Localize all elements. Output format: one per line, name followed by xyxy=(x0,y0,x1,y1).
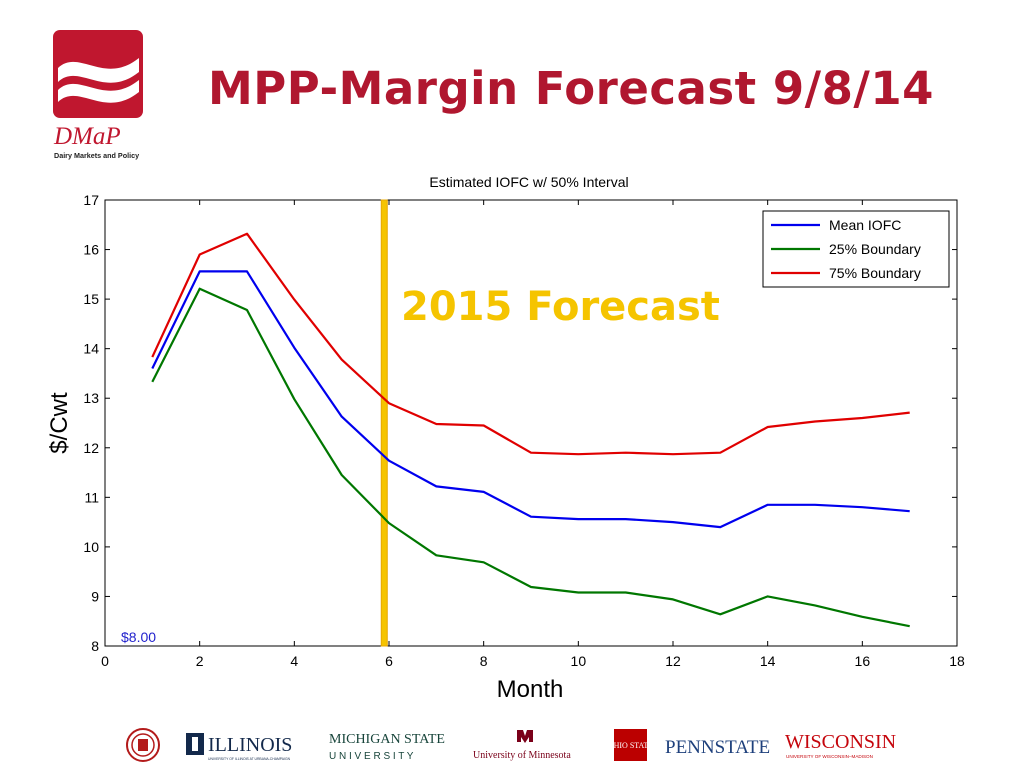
tick-labels: 0 2 4 6 8 10 12 14 16 18 8 9 10 11 12 13 14 15 16 17 xyxy=(83,192,965,669)
chart-legend: Mean IOFC 25% Boundary 75% Boundary xyxy=(762,210,950,288)
pennstate-text: PENNSTATE xyxy=(665,737,770,758)
x-tick-label: 16 xyxy=(855,653,871,669)
forecast-divider-bar xyxy=(380,199,388,647)
forecast-annotation: 2015 Forecast xyxy=(401,284,720,330)
msu-sub: U N I V E R S I T Y xyxy=(329,751,414,762)
y-tick-label: 10 xyxy=(83,539,99,555)
wisconsin-text: WISCONSIN xyxy=(785,731,896,753)
msu-text: MICHIGAN STATE xyxy=(329,732,445,747)
x-tick-label: 8 xyxy=(480,653,488,669)
illinois-logo: ILLINOIS UNIVERSITY OF ILLINOIS AT URBAN… xyxy=(186,726,306,764)
legend-label: 75% Boundary xyxy=(829,265,921,281)
ohio-state-text: OHIO STATE xyxy=(613,741,649,750)
legend-label: Mean IOFC xyxy=(829,217,901,233)
x-tick-label: 4 xyxy=(290,653,298,669)
x-tick-label: 14 xyxy=(760,653,776,669)
chart-title: Estimated IOFC w/ 50% Interval xyxy=(429,174,628,190)
x-tick-label: 10 xyxy=(571,653,587,669)
legend-label: 25% Boundary xyxy=(829,241,921,257)
penn-state-logo: PENNSTATE xyxy=(665,726,775,764)
y-tick-label: 16 xyxy=(83,242,99,258)
x-axis-label: Month xyxy=(497,676,564,703)
logo-subtitle: Dairy Markets and Policy xyxy=(54,151,139,160)
y-tick-label: 14 xyxy=(83,341,99,357)
y-tick-label: 15 xyxy=(83,291,99,307)
plot-frame xyxy=(104,199,958,647)
footer-logos: ILLINOIS UNIVERSITY OF ILLINOIS AT URBAN… xyxy=(0,720,1024,768)
illinois-sub: UNIVERSITY OF ILLINOIS AT URBANA-CHAMPAI… xyxy=(208,757,291,761)
iofc-chart: Estimated IOFC w/ 50% Interval 0 2 4 6 8 10 12… xyxy=(46,174,965,703)
y-tick-label: 12 xyxy=(83,440,99,456)
y-axis-label: $/Cwt xyxy=(46,392,73,454)
ohio-state-logo: OHIO STATE xyxy=(613,726,649,764)
michigan-state-logo: MICHIGAN STATE U N I V E R S I T Y xyxy=(329,726,449,764)
series-lines xyxy=(151,232,910,628)
x-tick-label: 0 xyxy=(101,653,109,669)
axis-ticks xyxy=(104,199,958,647)
marker-label: $8.00 xyxy=(121,629,156,645)
y-tick-label: 9 xyxy=(91,588,99,604)
y-tick-label: 11 xyxy=(84,489,99,505)
series-line-mean-iofc xyxy=(151,270,910,529)
x-tick-label: 18 xyxy=(949,653,965,669)
x-tick-label: 6 xyxy=(385,653,393,669)
y-tick-label: 8 xyxy=(91,638,99,654)
cornell-logo xyxy=(126,726,160,764)
minnesota-text: University of Minnesota xyxy=(473,750,571,761)
wisconsin-sub: UNIVERSITY OF WISCONSIN–MADISON xyxy=(786,754,873,759)
wisconsin-logo: WISCONSIN UNIVERSITY OF WISCONSIN–MADISO… xyxy=(785,726,905,764)
dmap-logo: DMaP Dairy Markets and Policy xyxy=(53,30,143,160)
illinois-text: ILLINOIS xyxy=(208,734,292,756)
y-tick-label: 17 xyxy=(83,192,99,208)
logo-text: DMaP xyxy=(53,123,121,150)
minnesota-logo: University of Minnesota xyxy=(473,726,593,764)
y-tick-label: 13 xyxy=(83,390,99,406)
cornell-seal-icon xyxy=(126,728,160,762)
series-line-25-boundary xyxy=(151,287,910,628)
x-tick-label: 2 xyxy=(196,653,204,669)
series-line-75-boundary xyxy=(151,232,910,456)
slide-title: MPP-Margin Forecast 9/8/14 xyxy=(208,62,934,115)
x-tick-label: 12 xyxy=(665,653,681,669)
